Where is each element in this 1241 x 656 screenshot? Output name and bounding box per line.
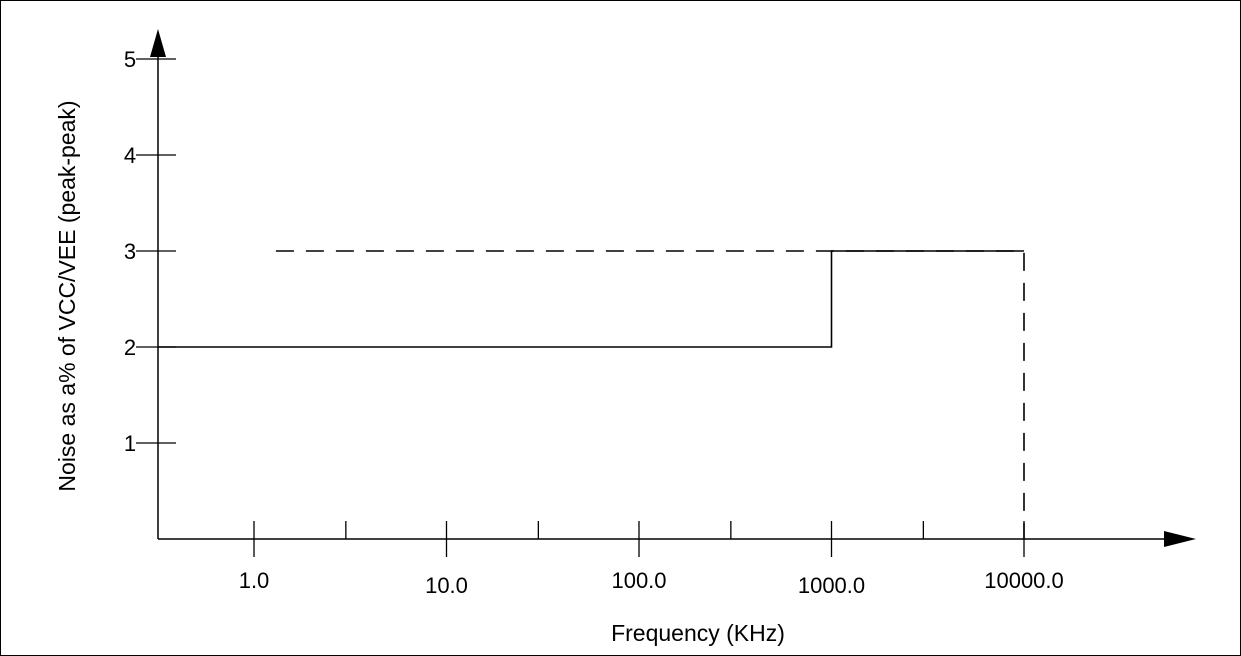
x-tick-label: 1.0	[239, 568, 270, 593]
axes	[136, 29, 1196, 557]
y-tick-label: 3	[124, 239, 136, 264]
x-axis-title: Frequency (KHz)	[611, 620, 785, 646]
series-line-dashed	[275, 250, 1025, 539]
series-line-solid	[158, 250, 1024, 348]
y-axis-title: Noise as a% of VCC/VEE (peak-peak)	[54, 100, 80, 491]
y-tick-label: 4	[124, 143, 136, 168]
x-tick-label: 10000.0	[984, 568, 1064, 593]
x-tick-label: 100.0	[611, 568, 666, 593]
y-tick-label: 1	[124, 431, 136, 456]
y-axis-arrow	[150, 29, 166, 57]
y-tick-label: 2	[124, 335, 136, 360]
x-axis-arrow	[1164, 531, 1196, 547]
y-tick-label: 5	[124, 47, 136, 72]
x-tick-label: 10.0	[425, 573, 468, 598]
x-tick-label: 1000.0	[798, 573, 865, 598]
series-group	[158, 250, 1025, 539]
labels-group: 1 2 3 4 5 1.0 10.0 100.0 1000.0 10000.0 Frequency …	[54, 47, 1064, 646]
